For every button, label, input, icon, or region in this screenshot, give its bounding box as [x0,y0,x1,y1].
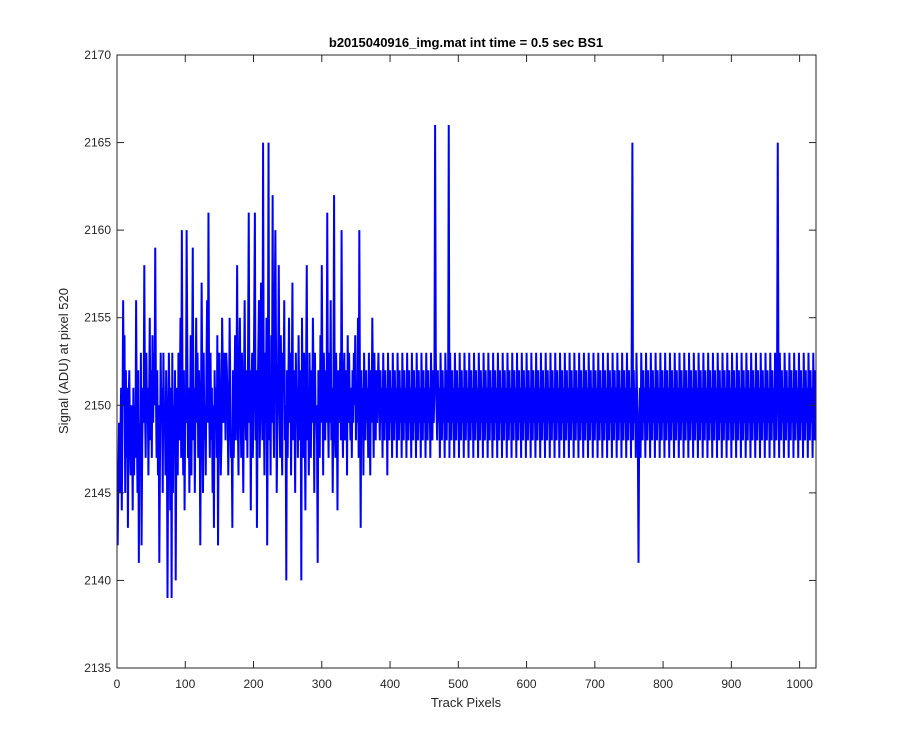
y-tick-label: 2160 [84,223,111,237]
axes-box [116,54,817,669]
y-tick-label: 2135 [84,661,111,675]
y-tick-label: 2145 [84,486,111,500]
y-tick-label: 2140 [84,573,111,587]
x-tick-label: 300 [312,677,332,691]
x-tick-label: 1000 [786,677,813,691]
y-tick-label: 2170 [84,48,111,62]
x-axis: 0 100 200 300 400 500 600 700 800 900 1000 [114,55,813,691]
x-tick-label: 600 [517,677,537,691]
y-axis: 2135 2140 2145 2150 2155 2160 2165 2170 [84,48,816,675]
x-tick-label: 400 [380,677,400,691]
y-axis-label: Signal (ADU) at pixel 520 [56,288,71,434]
y-tick-label: 2150 [84,398,111,412]
x-tick-label: 200 [244,677,264,691]
plot-data-group [117,125,816,598]
x-tick-label: 100 [175,677,195,691]
chart-title: b2015040916_img.mat int time = 0.5 sec B… [329,35,603,50]
x-tick-label: 700 [585,677,605,691]
x-tick-label: 800 [653,677,673,691]
x-tick-label: 0 [114,677,121,691]
series-line [117,125,816,598]
x-tick-label: 500 [448,677,468,691]
y-tick-label: 2155 [84,311,111,325]
y-tick-label: 2165 [84,136,111,150]
x-tick-label: 900 [721,677,741,691]
x-axis-label: Track Pixels [431,695,502,710]
